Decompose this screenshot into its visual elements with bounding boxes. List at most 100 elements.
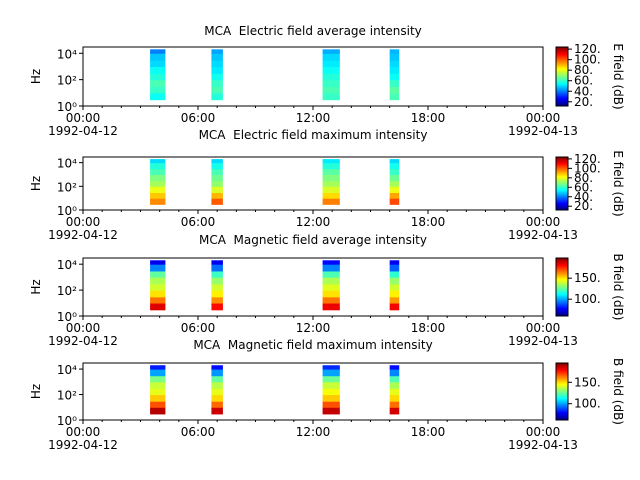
spectrogram-cell [211, 92, 223, 101]
colorbar-tick-label: 40. [574, 190, 593, 204]
x-tick-label: 12:00 [296, 215, 331, 229]
date-label: 1992-04-13 [508, 438, 578, 452]
spectrogram-cell [322, 192, 340, 199]
x-tick-label: 06:00 [181, 425, 216, 439]
spectrogram-cell [211, 303, 223, 311]
spectrogram-cell [211, 401, 223, 408]
spectrogram-cell [211, 270, 223, 278]
colorbar-label: E field (dB) [611, 43, 625, 109]
x-tick-label: 00:00 [66, 111, 101, 125]
spectrogram-cell [211, 381, 223, 389]
spectrogram-cell [211, 168, 223, 175]
spectrogram-cell [211, 290, 223, 298]
spectrogram-cell [389, 369, 400, 377]
spectrogram-cell [211, 407, 223, 415]
colorbar-tick-label: 150. [574, 271, 601, 285]
spectrogram-cell [389, 198, 400, 205]
spectrogram-cell [150, 283, 166, 291]
spectrogram-cell [211, 79, 223, 88]
spectrogram-cell [150, 49, 166, 54]
spectrogram-cell [150, 66, 166, 74]
spectrogram-cell [211, 277, 223, 285]
spectrogram-cell [150, 198, 166, 205]
spectrogram-cell [322, 73, 340, 81]
x-tick-label: 18:00 [411, 425, 446, 439]
colorbar-label: E field (dB) [611, 150, 625, 216]
spectrogram-cell [150, 180, 166, 187]
x-tick-label: 06:00 [181, 111, 216, 125]
spectrogram-cell [322, 283, 340, 291]
spectrogram-cell [211, 365, 223, 370]
colorbar-tick-label: 100. [574, 161, 601, 175]
panel-title: MCA Electric field average intensity [204, 24, 422, 38]
x-tick-label: 00:00 [66, 215, 101, 229]
colorbar-tick-label: 100. [574, 292, 601, 306]
spectrogram-cell [389, 168, 400, 175]
colorbar-tick-label: 20. [574, 95, 593, 109]
colorbar [555, 46, 569, 107]
spectrogram-cell [389, 162, 400, 170]
spectrogram-cell [150, 79, 166, 88]
spectrogram-cell [389, 394, 400, 402]
spectrogram-cell [389, 60, 400, 67]
spectrogram-cell [322, 92, 340, 101]
y-tick-label: 10⁰ [57, 414, 77, 428]
spectrogram-cell [211, 159, 223, 164]
y-tick-label: 10² [57, 284, 77, 298]
spectrogram-cell [150, 296, 166, 304]
spectrogram-cell [389, 159, 400, 164]
spectrogram-cell [389, 270, 400, 278]
colorbar-label: B field (dB) [611, 254, 625, 321]
y-tick-label: 10⁰ [57, 310, 77, 324]
spectrogram-cell [150, 277, 166, 285]
spectrogram-cell [150, 381, 166, 389]
spectrogram-cell [389, 296, 400, 304]
colorbar-tick-label: 80. [574, 63, 593, 77]
spectrogram-cell [211, 66, 223, 74]
spectrogram-cell [150, 365, 166, 370]
y-tick-label: 10² [57, 389, 77, 403]
spectrogram-cell [322, 388, 340, 396]
spectrogram-cell [150, 369, 166, 377]
spectrogram-cell [211, 180, 223, 187]
spectrogram-cell [322, 270, 340, 278]
spectrogram-cell [322, 198, 340, 205]
spectrogram-cell [211, 174, 223, 182]
colorbar-tick-label: 150. [574, 375, 601, 389]
spectrogram-cell [211, 394, 223, 402]
spectrogram-cell [211, 186, 223, 194]
colorbar [555, 362, 569, 421]
x-tick-label: 00:00 [526, 321, 561, 335]
spectrogram-cell [211, 264, 223, 272]
spectrogram-cell [389, 290, 400, 298]
spectrogram-cell [322, 66, 340, 74]
spectrogram-cell [389, 92, 400, 101]
spectrogram-cell [389, 407, 400, 415]
spectrogram-cell [389, 260, 400, 265]
spectrogram-cell [389, 49, 400, 54]
spectrogram-cell [322, 407, 340, 415]
colorbar-tick-label: 100. [574, 397, 601, 411]
colorbar-tick-label: 120. [574, 42, 601, 56]
spectrogram-cell [150, 86, 166, 94]
spectrogram-cell [150, 159, 166, 164]
spectrogram-cell [322, 162, 340, 170]
date-label: 1992-04-13 [508, 124, 578, 138]
x-tick-label: 18:00 [411, 215, 446, 229]
y-tick-label: 10² [57, 180, 77, 194]
x-tick-label: 00:00 [66, 321, 101, 335]
date-label: 1992-04-12 [48, 228, 118, 242]
y-axis-label: Hz [29, 384, 43, 399]
colorbar-tick-label: 80. [574, 171, 593, 185]
spectrogram-cell [150, 303, 166, 311]
colorbar-tick-label: 60. [574, 74, 593, 88]
spectrogram-cell [389, 277, 400, 285]
spectrogram-cell [322, 49, 340, 54]
spectrogram-cell [389, 66, 400, 74]
spectrogram-cell [322, 180, 340, 187]
colorbar-tick-label: 40. [574, 84, 593, 98]
spectrogram-cell [322, 60, 340, 67]
spectrogram-cell [150, 53, 166, 61]
colorbar-tick-label: 100. [574, 53, 601, 67]
